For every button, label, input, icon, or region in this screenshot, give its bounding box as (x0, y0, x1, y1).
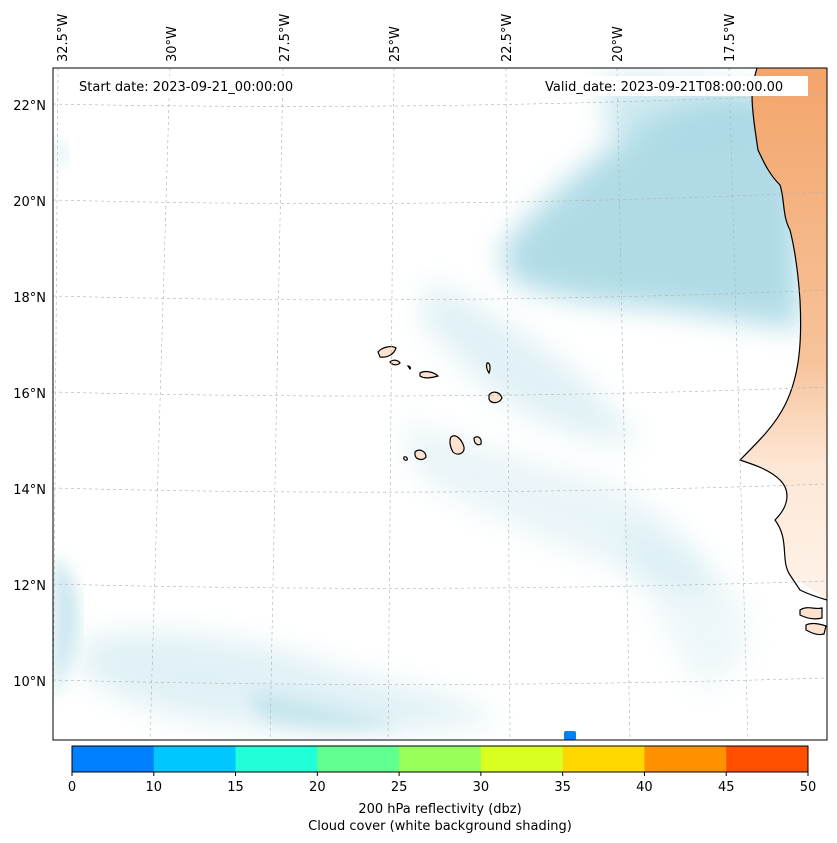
cloud-patch-southeast (620, 520, 748, 690)
colorbar-tick-label: 30 (473, 780, 490, 795)
colorbar-segment (399, 746, 482, 772)
colorbar-tick-label: 40 (636, 780, 653, 795)
island-maio (473, 436, 482, 446)
colorbar-label-1: 200 hPa reflectivity (dbz) (358, 802, 521, 817)
lon-label: 22.5°W (500, 14, 515, 62)
lon-label: 20°W (611, 26, 626, 62)
map-frame (52, 67, 828, 741)
africa-land (740, 68, 827, 600)
lat-label: 12°N (13, 579, 46, 594)
island-sao-nicolau (419, 370, 440, 379)
valid-date-text: Valid_date: 2023-09-21T08:00:00.00 (545, 80, 783, 95)
cloud-patch-northwest (53, 140, 68, 165)
lon-label: 32.5°W (56, 14, 71, 62)
island-brava (403, 456, 408, 461)
cloud-band-bottom (80, 631, 500, 732)
colorbar-segment (72, 746, 155, 772)
lat-label: 14°N (13, 483, 46, 498)
cloud-band-central (420, 280, 640, 443)
island-sal (486, 362, 491, 375)
island-fogo (414, 449, 427, 461)
lon-label: 30°W (165, 26, 180, 62)
cloud-patch-bottom (250, 690, 400, 731)
colorbar: 0 10 15 20 25 30 35 40 45 50 (68, 745, 817, 795)
lat-label: 18°N (13, 291, 46, 306)
island-boa-vista (488, 391, 503, 404)
colorbar-tick-label: 35 (554, 780, 571, 795)
cloud-cover-shading (53, 77, 800, 732)
cloud-mass-north (600, 77, 770, 152)
cape-verde-islands (377, 346, 503, 461)
colorbar-tick-label: 15 (227, 780, 244, 795)
reflectivity-cell (564, 731, 576, 740)
lon-label: 25°W (388, 26, 403, 62)
latitude-labels: 22°N 20°N 18°N 16°N 14°N 12°N 10°N (13, 99, 46, 690)
map-content (53, 68, 827, 740)
valid-date-box (540, 76, 808, 96)
colorbar-segment (480, 746, 564, 772)
lat-label: 20°N (13, 195, 46, 210)
colorbar-tick-label: 10 (146, 780, 163, 795)
coastal-island-1 (799, 607, 823, 620)
colorbar-segment (153, 746, 237, 772)
island-santiago (449, 435, 465, 455)
longitude-gridlines (53, 68, 749, 740)
lon-label: 17.5°W (723, 14, 738, 62)
colorbar-tick-label: 0 (68, 780, 76, 795)
lon-label: 27.5°W (278, 14, 293, 62)
start-date-box (72, 76, 312, 96)
island-santa-luzia (406, 365, 411, 370)
lat-label: 10°N (13, 675, 46, 690)
africa-coastline (738, 68, 827, 601)
longitude-labels: 32.5°W 30°W 27.5°W 25°W 22.5°W 20°W 17.5… (56, 14, 738, 62)
colorbar-tick-label: 20 (309, 780, 326, 795)
colorbar-segment (562, 746, 645, 772)
colorbar-tick-label: 50 (800, 780, 817, 795)
start-date-text: Start date: 2023-09-21_00:00:00 (79, 80, 293, 95)
colorbar-segment (317, 746, 400, 772)
colorbar-tick-label: 25 (391, 780, 408, 795)
coastal-island-2 (805, 622, 827, 636)
latitude-gridlines (53, 93, 827, 685)
colorbar-segment (644, 746, 727, 772)
island-sao-vicente (389, 359, 401, 366)
lat-label: 22°N (13, 99, 46, 114)
colorbar-segment (235, 746, 318, 772)
lat-label: 16°N (13, 387, 46, 402)
colorbar-segment (726, 746, 809, 772)
colorbar-label-2: Cloud cover (white background shading) (308, 819, 572, 834)
colorbar-tick-label: 45 (718, 780, 735, 795)
cloud-patch-west (53, 560, 79, 700)
colorbar-border (71, 745, 809, 773)
island-santo-antao (377, 346, 397, 358)
cloud-mass-northeast (500, 95, 800, 331)
